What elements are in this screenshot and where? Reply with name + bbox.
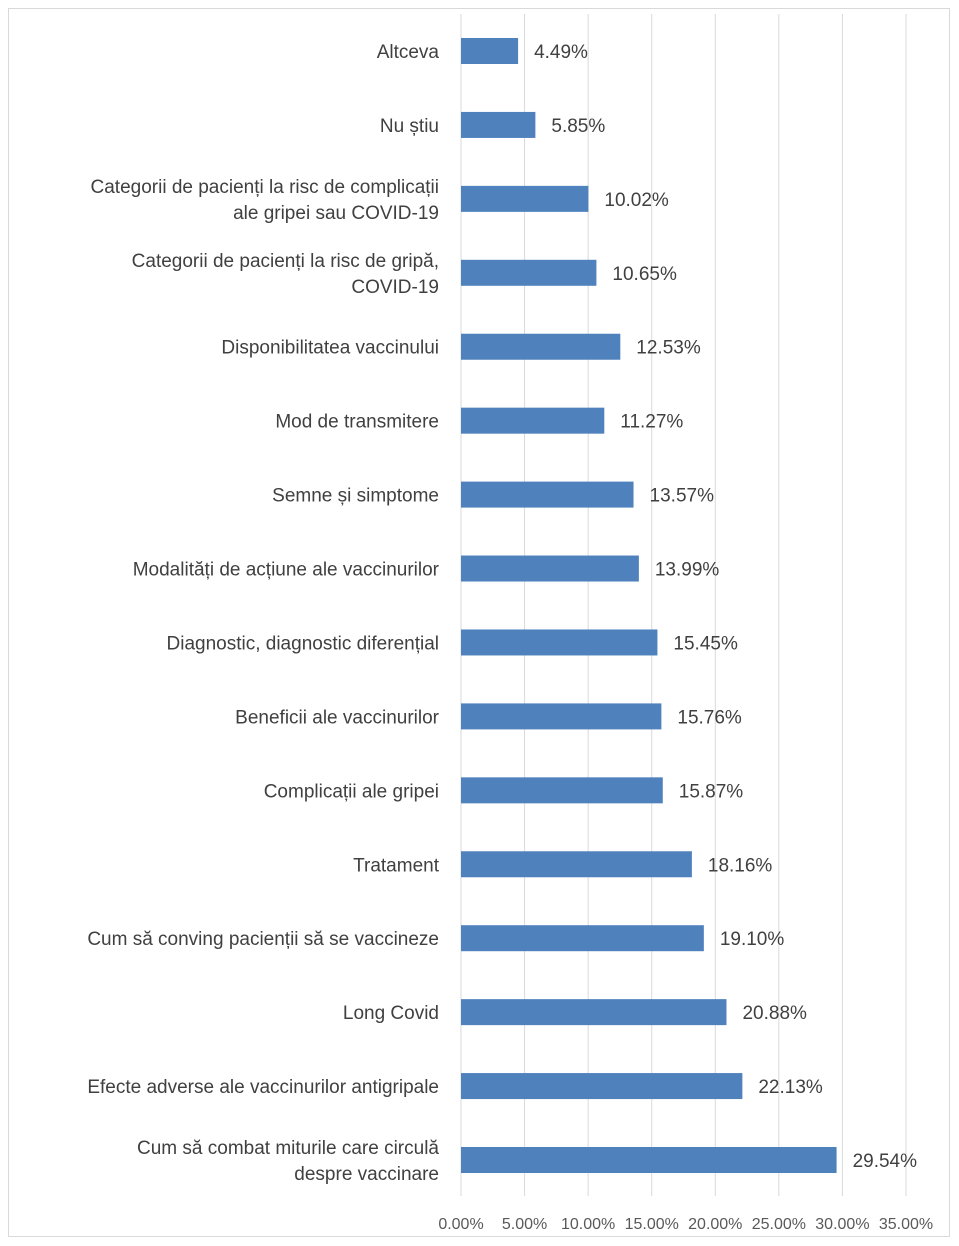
data-label: 20.88% xyxy=(742,1003,807,1024)
data-label: 15.87% xyxy=(679,781,744,802)
x-tick-label: 35.00% xyxy=(879,1216,933,1233)
bar xyxy=(461,185,589,212)
data-label: 29.54% xyxy=(853,1151,918,1172)
category-label: Cum să combat miturile care circulă despr… xyxy=(137,1138,439,1185)
bar xyxy=(461,999,727,1026)
bar xyxy=(461,555,639,582)
gridlines xyxy=(460,14,907,1196)
x-tick-label: 30.00% xyxy=(815,1216,869,1233)
data-label: 12.53% xyxy=(636,338,701,359)
category-label: Long Covid xyxy=(343,1003,439,1024)
bar xyxy=(461,629,658,656)
x-tick-label: 20.00% xyxy=(688,1216,742,1233)
data-label: 13.57% xyxy=(650,486,715,507)
x-tick-label: 0.00% xyxy=(438,1216,483,1233)
data-label: 19.10% xyxy=(720,929,785,950)
bar xyxy=(461,38,519,64)
bar xyxy=(461,851,692,878)
data-label: 13.99% xyxy=(655,560,720,581)
data-label: 22.13% xyxy=(758,1077,823,1098)
x-tick-label: 15.00% xyxy=(625,1216,679,1233)
data-label: 5.85% xyxy=(551,116,605,137)
bar xyxy=(461,333,621,360)
x-tick-label: 5.00% xyxy=(502,1216,547,1233)
category-label: Cum să conving pacienții să se vaccineze xyxy=(87,929,439,950)
category-label: Tratament xyxy=(353,855,440,876)
data-label: 15.76% xyxy=(677,707,742,728)
category-label: Diagnostic, diagnostic diferențial xyxy=(167,633,440,654)
bar xyxy=(461,259,597,286)
value-labels: 4.49% 5.85% 10.02% 10.65% 12.53% 11.27% 13.57%… xyxy=(534,42,917,1172)
category-label: Nu știu xyxy=(380,116,439,137)
category-label: Beneficii ale vaccinurilor xyxy=(235,707,439,728)
bar xyxy=(461,111,536,138)
bar xyxy=(461,777,663,804)
bar xyxy=(461,1073,743,1100)
category-label: Complicații ale gripei xyxy=(264,781,439,802)
category-label: Semne și simptome xyxy=(272,486,439,507)
x-tick-label: 25.00% xyxy=(752,1216,806,1233)
chart-border xyxy=(8,8,950,1237)
category-label: Modalități de acțiune ale vaccinurilor xyxy=(133,560,440,581)
bar xyxy=(461,925,704,952)
category-label: Categorii de pacienți la risc de gripă, C… xyxy=(132,251,439,298)
bar xyxy=(461,703,662,730)
data-label: 15.45% xyxy=(673,633,738,654)
category-label: Altceva xyxy=(377,42,440,63)
category-labels: Altceva Nu știu Categorii de pacienți la r… xyxy=(87,42,439,1185)
data-label: 10.02% xyxy=(604,190,669,211)
bar xyxy=(461,481,634,508)
x-tick-label: 10.00% xyxy=(561,1216,615,1233)
bars xyxy=(461,38,837,1173)
category-label: Efecte adverse ale vaccinurilor antigrip… xyxy=(87,1077,439,1098)
x-axis-tick-labels: 0.00% 5.00% 10.00% 15.00% 20.00% 25.00% 30.00%… xyxy=(438,1216,933,1233)
bar xyxy=(461,407,605,434)
bar xyxy=(461,1147,837,1173)
data-label: 4.49% xyxy=(534,42,588,63)
category-label: Disponibilitatea vaccinului xyxy=(221,338,439,359)
data-label: 11.27% xyxy=(620,412,683,433)
data-label: 18.16% xyxy=(708,855,773,876)
category-label: Mod de transmitere xyxy=(275,412,439,433)
category-label: Categorii de pacienți la risc de complic… xyxy=(91,177,440,224)
data-label: 10.65% xyxy=(612,264,677,285)
